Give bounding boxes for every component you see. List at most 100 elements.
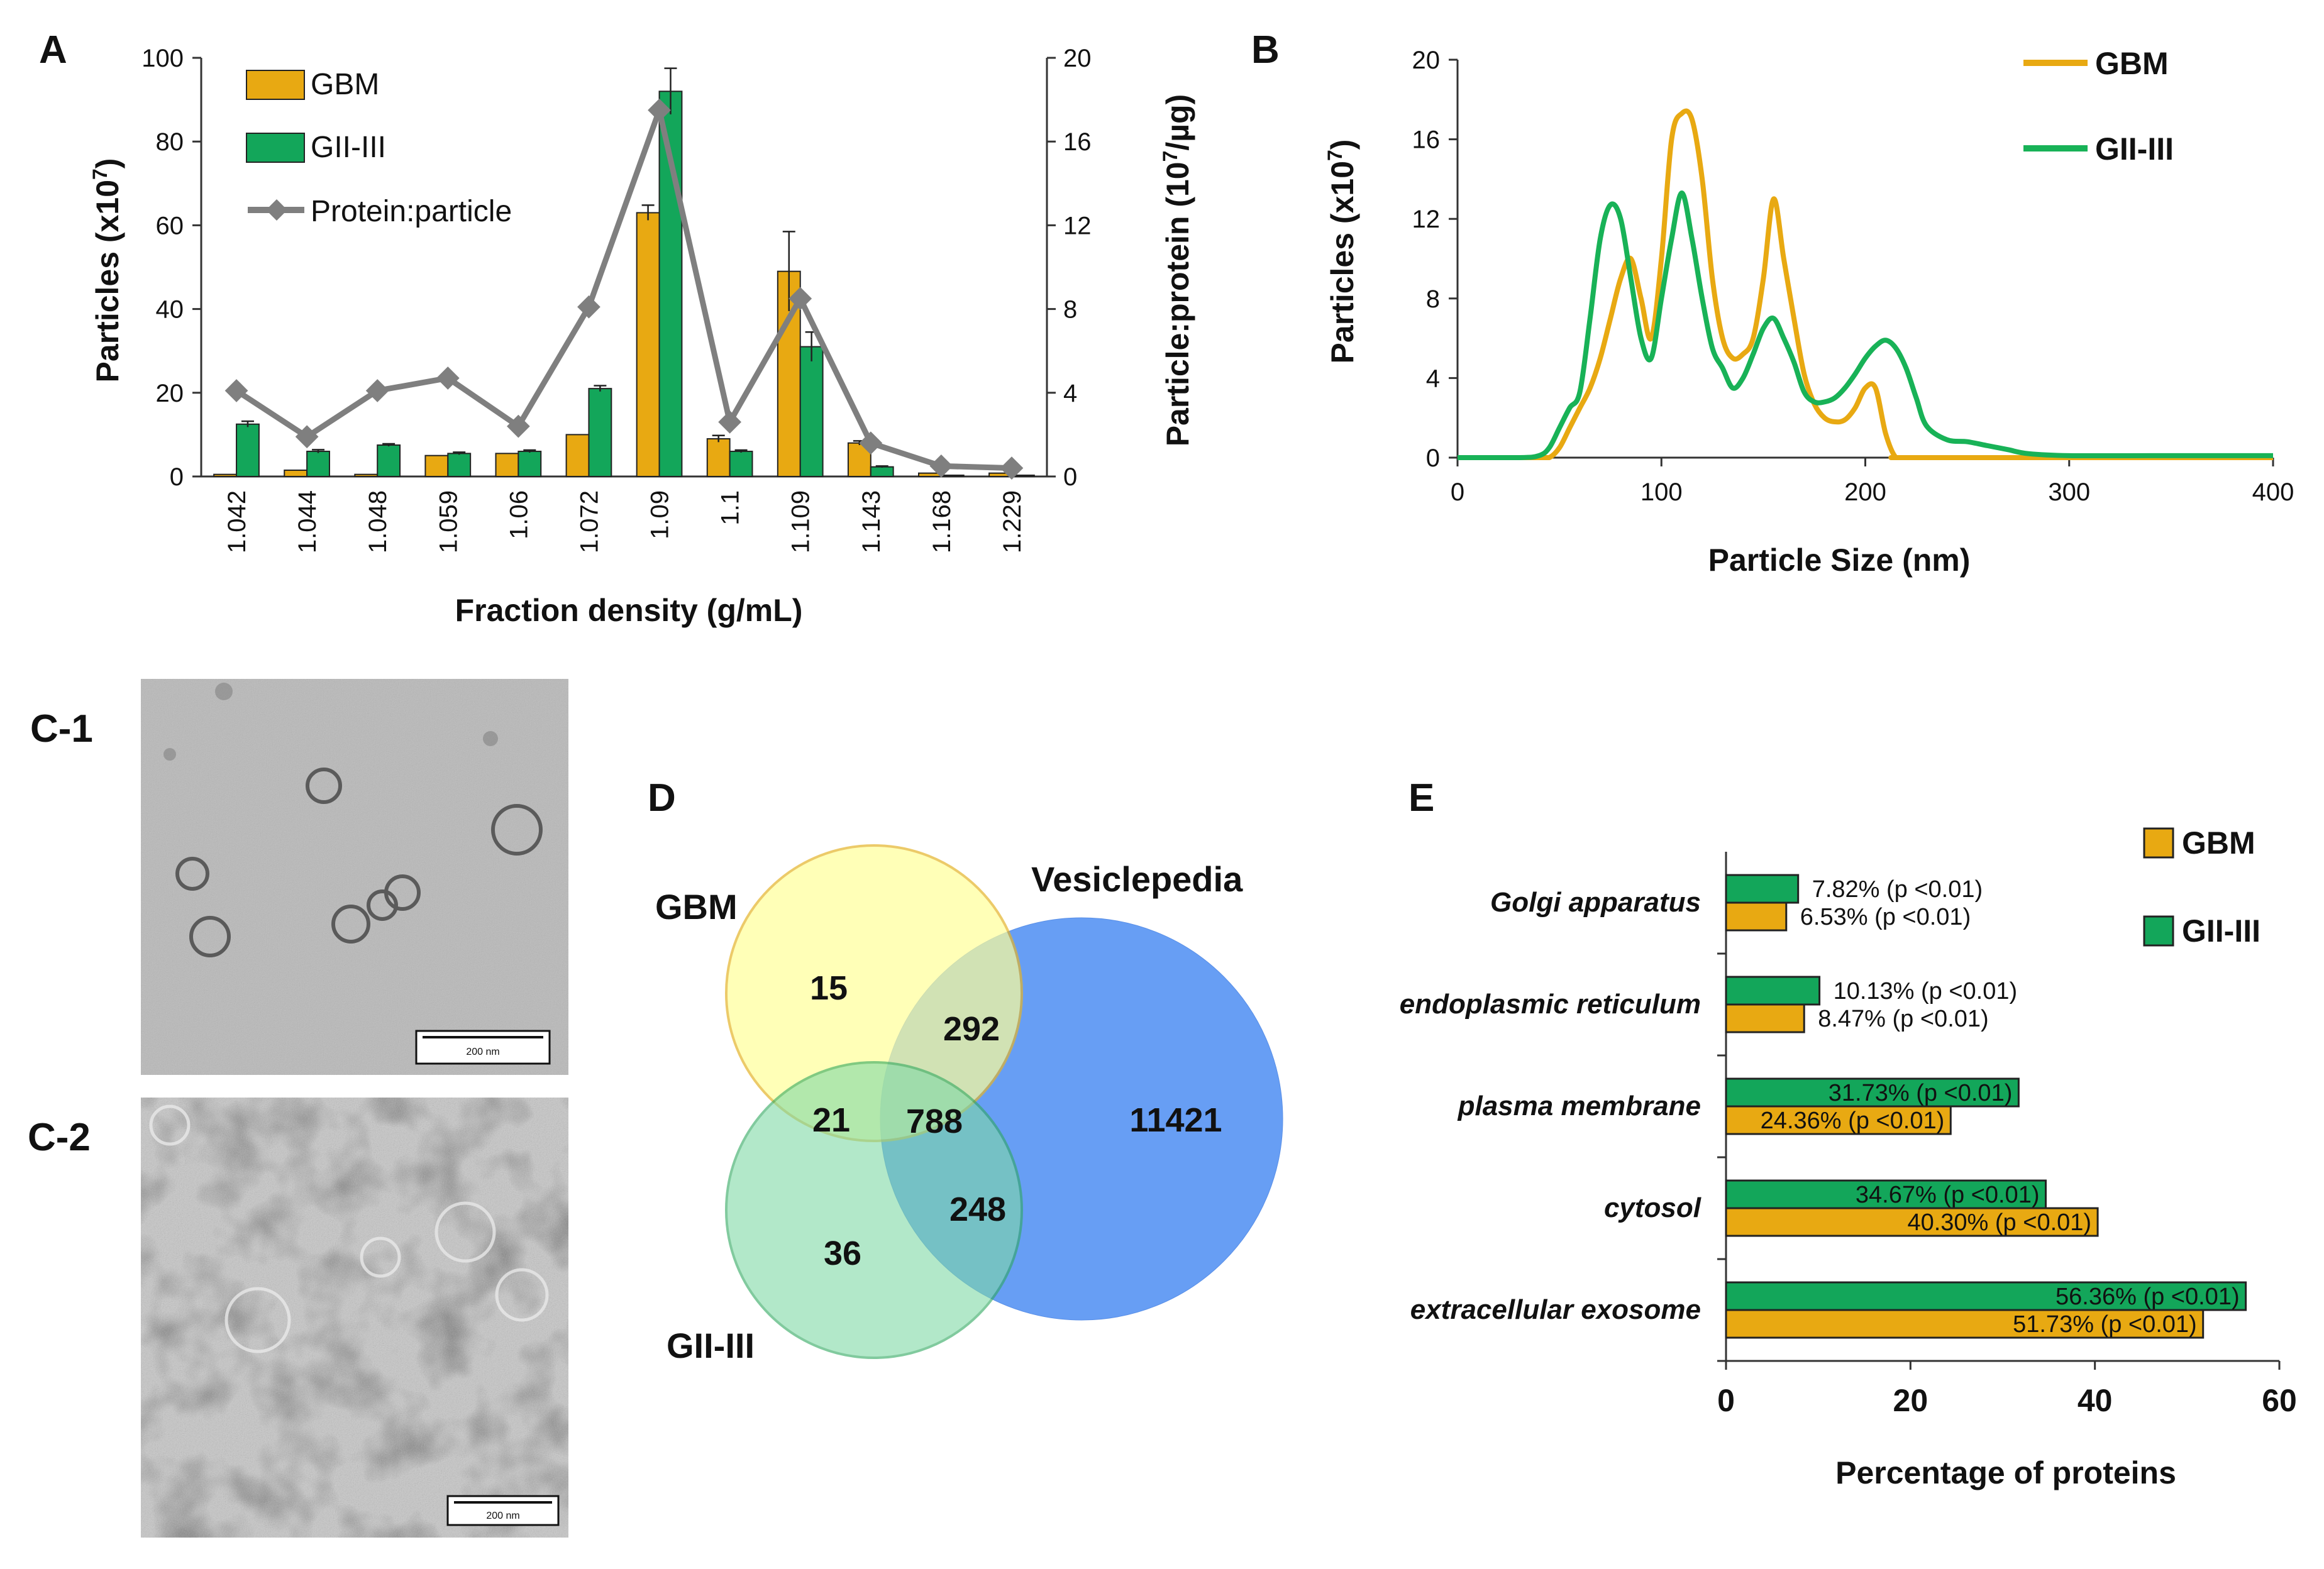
chart-a-xtick-label: 1.143 [858, 490, 885, 553]
venn-count-gbm-gii: 21 [812, 1101, 850, 1139]
scale-bar-c2-label: 200 nm [486, 1511, 519, 1521]
marker-protein-particle [788, 287, 812, 311]
micrograph-c2: 200 nm [141, 1098, 568, 1538]
panel-label-c1: C-1 [30, 707, 93, 751]
legend-label-gbm-b: GBM [2095, 46, 2169, 81]
data-label-gii: 56.36% (p <0.01) [2056, 1284, 2240, 1310]
marker-protein-particle [224, 379, 248, 402]
chart-a-ytick-label: 100 [141, 45, 184, 72]
legend-swatch-gii-e [2143, 915, 2174, 947]
chart-e-category-label: plasma membrane [1458, 1091, 1701, 1121]
chart-e-xtick-label: 60 [2262, 1383, 2297, 1418]
chart-b-ytick-label: 16 [1412, 126, 1441, 154]
panel-label-b: B [1251, 28, 1280, 72]
legend-swatch-gbm-e [2143, 827, 2174, 859]
chart-a-xtick-label: 1.168 [928, 490, 956, 553]
chart-a-legend: GBM GII-III Protein:particle [246, 68, 512, 228]
chart-a-xtick-label: 1.1 [717, 490, 744, 526]
chart-e-category-label: cytosol [1604, 1192, 1702, 1223]
venn-count-vesi-only: 11421 [1129, 1101, 1222, 1139]
chart-e: 0 20 40 60 Golgi apparatus endoplasmic reticu… [1400, 825, 2297, 1490]
legend-label-gii: GII-III [311, 131, 386, 164]
chart-a-xtick-label: 1.059 [434, 490, 462, 553]
chart-a-xtick-label: 1.048 [364, 490, 392, 553]
bar-gbm [636, 212, 660, 477]
bar-gii [377, 444, 401, 477]
bar-gbm [284, 470, 308, 478]
chart-a-ytick-label: 80 [156, 128, 184, 156]
chart-a-xtick-label: 1.06 [505, 490, 533, 539]
bar-gbm [354, 473, 379, 477]
chart-a-ytick-label: 60 [156, 212, 184, 239]
chart-e-xlabel: Percentage of proteins [1835, 1455, 2176, 1490]
chart-a: 0 20 40 60 80 100 0 4 8 12 16 20 1.042 1.044 1.048 1.0… [89, 45, 1195, 628]
venn-circle-gii [725, 1061, 1023, 1359]
venn-count-gii-vesi: 248 [949, 1191, 1006, 1228]
chart-a-xtick-label: 1.072 [575, 490, 603, 553]
venn-label-gbm: GBM [655, 887, 738, 927]
marker-protein-particle [929, 454, 953, 478]
chart-a-xtick-label: 1.109 [787, 490, 815, 553]
legend-label-protein: Protein:particle [311, 195, 512, 228]
chart-b-ylabel: Particles (x107) [1324, 140, 1360, 364]
chart-a-y2label: Particle:protein (107/µg) [1159, 94, 1195, 447]
chart-b-ytick-label: 4 [1426, 365, 1440, 392]
chart-b-legend: GBM GII-III [2023, 46, 2174, 167]
chart-a-y2tick-label: 20 [1063, 45, 1092, 72]
legend-swatch-gbm [246, 70, 305, 100]
bar-gbm-e [1725, 901, 1788, 932]
line-gbm [1458, 108, 2274, 461]
micrograph-c1: 200 nm [141, 679, 568, 1075]
chart-b-ytick-label: 0 [1426, 444, 1440, 472]
chart-b-ytick-label: 8 [1426, 285, 1440, 313]
data-label-gbm: 40.30% (p <0.01) [1907, 1209, 2091, 1236]
scale-bar-c1-label: 200 nm [466, 1047, 499, 1057]
chart-b-ytick-label: 12 [1412, 206, 1441, 233]
marker-protein-particle [506, 414, 530, 438]
venn-count-gbm-vesi: 292 [943, 1010, 1000, 1048]
bar-gbm [495, 453, 519, 477]
chart-b-xtick-label: 400 [2252, 478, 2294, 506]
data-label-gii: 7.82% (p <0.01) [1812, 876, 1983, 903]
chart-e-category-label: extracellular exosome [1410, 1294, 1701, 1325]
chart-a-xtick-label: 1.042 [223, 490, 251, 553]
venn-count-gii-only: 36 [824, 1235, 861, 1272]
venn-count-gbm-only: 15 [810, 969, 848, 1007]
marker-protein-particle [365, 379, 389, 402]
chart-b-xtick-label: 0 [1451, 478, 1464, 506]
data-label-gbm: 8.47% (p <0.01) [1818, 1006, 1988, 1032]
marker-protein-particle [577, 295, 600, 319]
legend-label-gbm-e: GBM [2182, 825, 2255, 861]
data-label-gii: 34.67% (p <0.01) [1856, 1182, 2040, 1208]
panel-label-c2: C-2 [28, 1116, 91, 1159]
chart-a-xtick-label: 1.09 [646, 490, 674, 539]
venn-label-gii: GII-III [667, 1326, 755, 1365]
data-label-gbm: 24.36% (p <0.01) [1761, 1108, 1945, 1134]
bar-gbm-e [1725, 1105, 1952, 1135]
chart-b-xlabel: Particle Size (nm) [1708, 542, 1971, 578]
bar-gbm-e [1725, 1309, 2205, 1339]
chart-a-ylabel: Particles (x107) [89, 158, 125, 383]
bar-gbm-e [1725, 1207, 2099, 1237]
chart-e-legend: GBM GII-III [2143, 825, 2260, 949]
legend-marker-protein [266, 199, 287, 221]
chart-a-ytick-label: 40 [156, 296, 184, 324]
bar-gii [306, 451, 330, 477]
line-protein-particle [235, 107, 1012, 471]
bar-gbm [424, 454, 449, 478]
venn-count-all-three: 788 [906, 1103, 963, 1140]
chart-e-xtick-label: 20 [1893, 1383, 1928, 1418]
bar-gii [447, 453, 472, 477]
marker-protein-particle [436, 366, 460, 390]
bar-gii [517, 451, 542, 477]
marker-protein-particle [648, 98, 671, 122]
legend-label-gii-b: GII-III [2095, 131, 2174, 167]
chart-e-xtick-label: 0 [1717, 1383, 1735, 1418]
data-label-gbm: 6.53% (p <0.01) [1800, 904, 1971, 930]
bar-gii-e [1725, 976, 1821, 1006]
data-label-gbm: 51.73% (p <0.01) [2013, 1311, 2197, 1338]
chart-e-category-label: endoplasmic reticulum [1400, 989, 1701, 1020]
scale-bar-c2 [446, 1495, 560, 1526]
bar-gii-e [1725, 1179, 2047, 1209]
